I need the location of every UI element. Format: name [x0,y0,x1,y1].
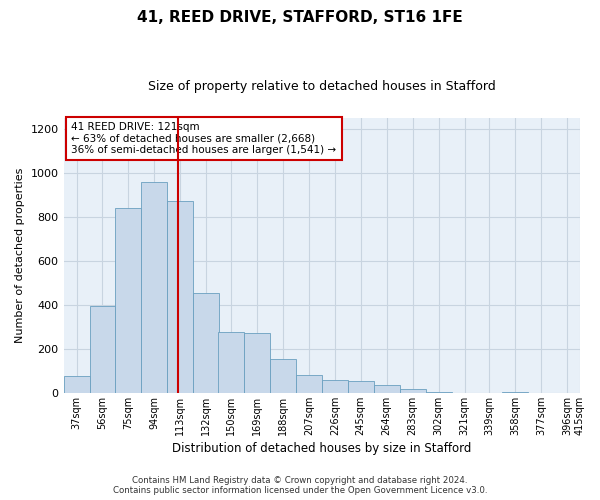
Bar [89,306,115,393]
Bar [374,385,400,393]
Bar [296,376,322,393]
Text: 41 REED DRIVE: 121sqm
← 63% of detached houses are smaller (2,668)
36% of semi-d: 41 REED DRIVE: 121sqm ← 63% of detached … [71,122,337,155]
Bar [348,381,374,393]
Bar [502,392,528,393]
Bar [400,388,425,393]
Bar [270,359,296,393]
Bar [322,380,348,393]
Title: Size of property relative to detached houses in Stafford: Size of property relative to detached ho… [148,80,496,93]
Bar [64,376,89,393]
Text: 41, REED DRIVE, STAFFORD, ST16 1FE: 41, REED DRIVE, STAFFORD, ST16 1FE [137,10,463,25]
Bar [193,293,219,393]
X-axis label: Distribution of detached houses by size in Stafford: Distribution of detached houses by size … [172,442,472,455]
Y-axis label: Number of detached properties: Number of detached properties [15,168,25,343]
Bar [244,334,270,393]
Bar [142,182,167,393]
Bar [425,392,452,393]
Bar [167,202,193,393]
Bar [115,208,142,393]
Text: Contains HM Land Registry data © Crown copyright and database right 2024.
Contai: Contains HM Land Registry data © Crown c… [113,476,487,495]
Bar [218,332,244,393]
